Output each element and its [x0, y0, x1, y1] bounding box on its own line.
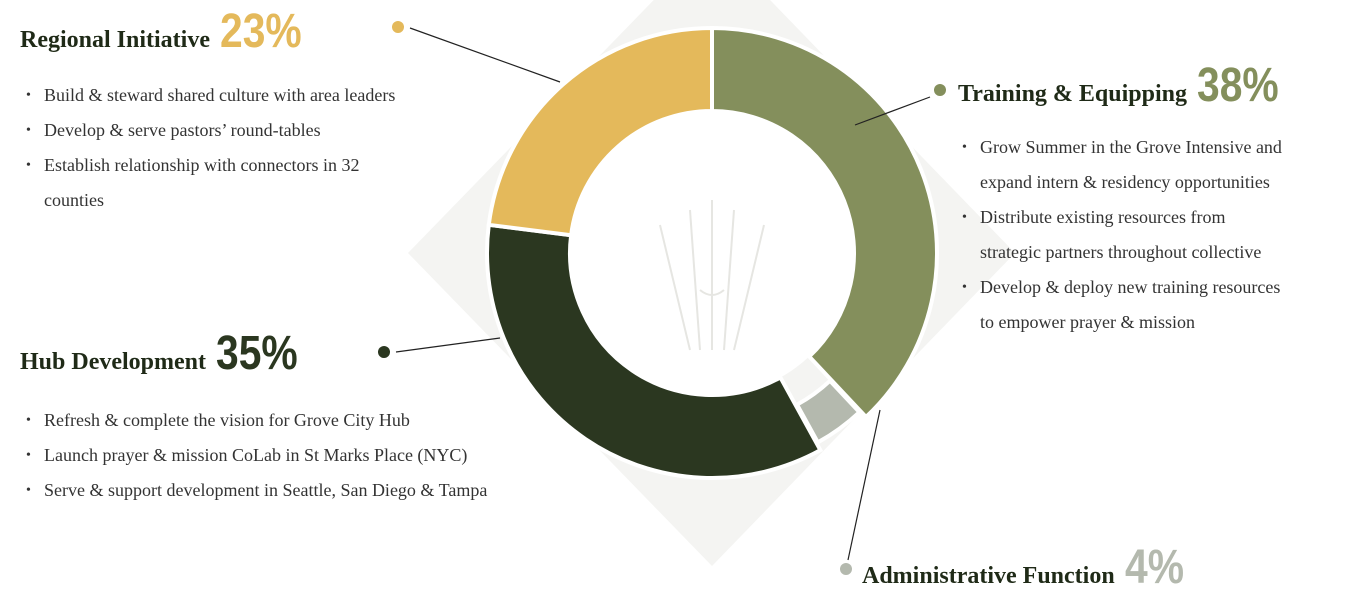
wheat-illustration [659, 200, 765, 351]
note: Grow Summer in the Grove Intensive and e… [962, 130, 1282, 200]
donut-segment [485, 222, 824, 480]
donut-segment [710, 25, 939, 420]
label: Hub Development 35% [20, 326, 312, 381]
label-dot [378, 346, 390, 358]
label-dot [934, 84, 946, 96]
value-label: 23% [220, 5, 302, 58]
label: Training & Equipping 38% [958, 58, 1293, 113]
value-label: 35% [216, 327, 298, 380]
label: Administrative Function 4% [862, 540, 1194, 595]
note: Establish relationship with connectors i… [26, 148, 406, 218]
notes: Grow Summer in the Grove Intensive and e… [962, 130, 1282, 340]
leader-lines [395, 27, 931, 561]
category-label: Hub Development [20, 349, 206, 375]
value-label: 4% [1124, 541, 1184, 594]
note: Build & steward shared culture with area… [26, 78, 406, 113]
value-label: 38% [1196, 59, 1279, 112]
note: Distribute existing resources from strat… [962, 200, 1282, 270]
note: Refresh & complete the vision for Grove … [26, 403, 536, 438]
note: Serve & support development in Seattle, … [26, 473, 536, 508]
notes: Build & steward shared culture with area… [26, 78, 406, 218]
label: Regional Initiative 23% [20, 4, 316, 59]
category-label: Regional Initiative [20, 27, 210, 53]
note: Develop & deploy new training resources … [962, 270, 1282, 340]
page: Regional Initiative 23% Build & steward … [0, 0, 1359, 583]
notes: Refresh & complete the vision for Grove … [26, 403, 536, 508]
label-dot [392, 21, 404, 33]
category-label: Training & Equipping [958, 81, 1187, 107]
category-label: Administrative Function [862, 563, 1115, 589]
label-dot [840, 563, 852, 575]
note: Launch prayer & mission CoLab in St Mark… [26, 438, 536, 473]
chart [378, 0, 1015, 575]
note: Develop & serve pastors’ round-tables [26, 113, 406, 148]
